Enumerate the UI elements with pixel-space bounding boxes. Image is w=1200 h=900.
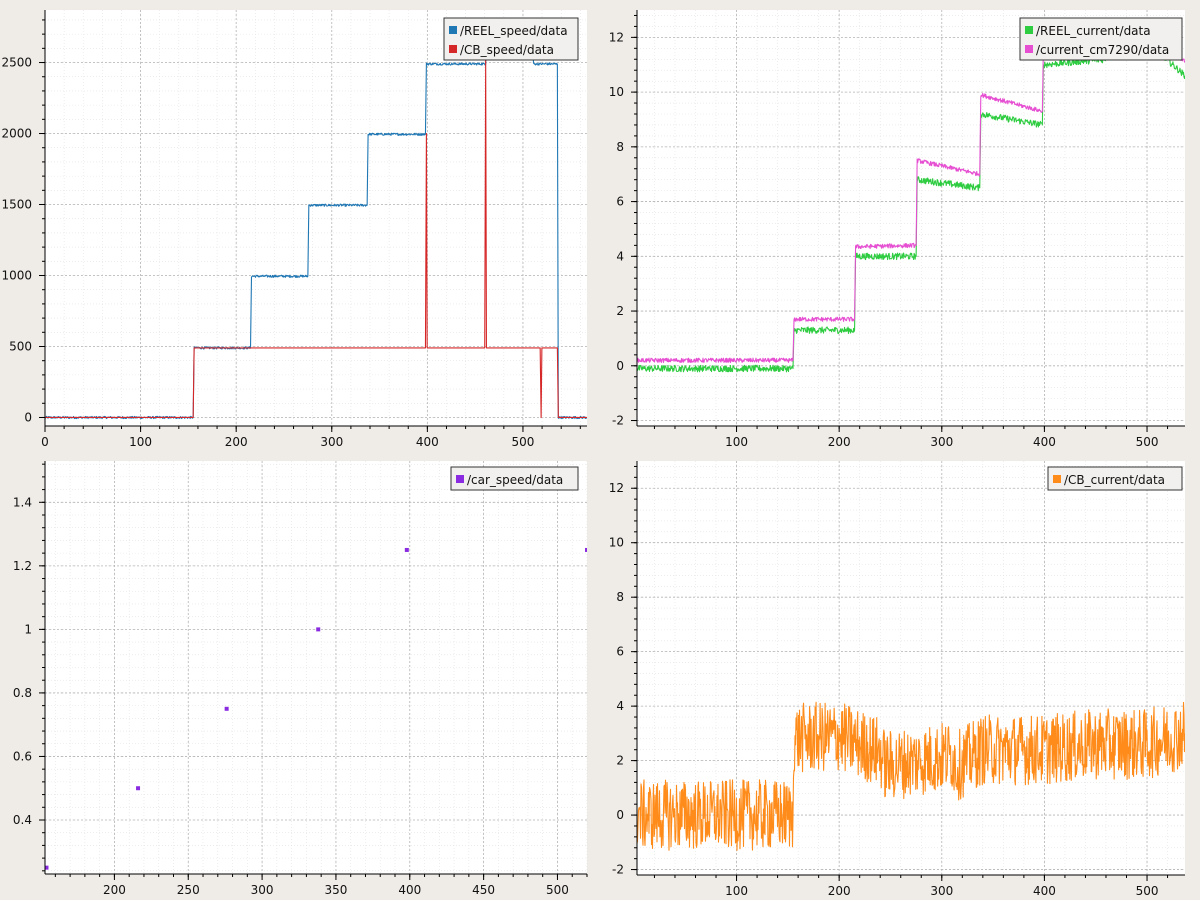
plot-background [637,461,1185,875]
series-line[interactable] [637,701,1185,851]
x-tick-label: 250 [177,883,200,897]
plot-background [45,10,587,426]
y-tick-label: 10 [609,536,624,550]
x-tick-label: 100 [129,435,152,449]
x-tick-label: 300 [320,435,343,449]
y-tick-label: 2000 [1,127,32,141]
x-tick-label: 350 [324,883,347,897]
x-tick-label: 100 [725,884,748,898]
y-tick-label: 8 [616,140,624,154]
major-grid [637,10,1185,426]
series-line[interactable] [45,59,587,419]
legend[interactable]: /REEL_speed/data/CB_speed/data [443,17,579,61]
legend-swatch [449,45,457,53]
legend-swatch [449,26,457,34]
y-tick-label: 10 [609,85,624,99]
x-tick-label: 400 [1033,884,1056,898]
y-tick-label: 2500 [1,56,32,70]
x-tick-label: 200 [225,435,248,449]
data-point[interactable] [585,547,589,552]
x-tick-label: 200 [103,883,126,897]
legend-label: /car_speed/data [467,473,563,487]
legend-swatch [1025,45,1033,53]
legend[interactable]: /CB_current/data [1047,466,1183,491]
y-tick-label: 8 [616,590,624,604]
y-tick-label: 0.8 [13,686,32,700]
y-tick-label: 6 [616,195,624,209]
x-tick-label: 400 [398,883,421,897]
legend-label: /current_cm7290/data [1036,43,1169,57]
x-tick-label: 300 [930,435,953,449]
y-tick-label: 500 [9,339,32,353]
legend[interactable]: /car_speed/data [450,466,579,491]
major-grid [45,461,587,874]
x-tick-label: 500 [1136,884,1159,898]
y-tick-label: 4 [616,249,624,263]
y-tick-label: 0.6 [13,749,32,763]
y-tick-label: 1 [24,622,32,636]
y-tick-label: 6 [616,645,624,659]
legend-label: /CB_current/data [1064,473,1165,487]
legend-label: /REEL_speed/data [460,24,568,38]
y-tick-label: 0 [616,359,624,373]
x-tick-label: 100 [725,435,748,449]
y-tick-label: 4 [616,699,624,713]
y-tick-label: 1.4 [13,495,32,509]
legend-swatch [456,475,464,483]
data-point[interactable] [44,865,49,870]
legend-swatch [1053,475,1061,483]
data-point[interactable] [136,786,141,791]
minor-grid [45,461,588,874]
y-tick-label: 1500 [1,198,32,212]
x-tick-label: 0 [41,435,49,449]
y-tick-label: 12 [609,481,624,495]
y-tick-label: 2 [616,304,624,318]
y-tick-label: 0 [616,808,624,822]
x-tick-label: 200 [828,435,851,449]
x-tick-label: 450 [472,883,495,897]
y-tick-label: -2 [612,414,624,428]
x-tick-label: 300 [251,883,274,897]
data-point[interactable] [316,627,321,632]
plot-speed[interactable]: 0 100 200 300 400 500 0 500 1000 1500 2000 2500/REE… [0,0,592,452]
plot-background [637,10,1185,426]
x-tick-label: 500 [1136,435,1159,449]
legend-swatch [1025,26,1033,34]
x-tick-label: 400 [1033,435,1056,449]
x-tick-label: 500 [512,435,535,449]
legend[interactable]: /REEL_current/data/current_cm7290/data [1019,17,1183,61]
x-tick-label: 400 [416,435,439,449]
y-tick-label: 1.2 [13,559,32,573]
y-tick-label: 0 [24,410,32,424]
data-point[interactable] [224,706,229,711]
y-tick-label: -2 [612,863,624,877]
x-tick-label: 300 [930,884,953,898]
y-tick-label: 12 [609,30,624,44]
legend-label: /REEL_current/data [1036,24,1151,38]
x-tick-label: 200 [828,884,851,898]
y-tick-label: 2 [616,754,624,768]
x-tick-label: 500 [546,883,569,897]
data-point[interactable] [404,547,409,552]
y-tick-label: 1000 [1,269,32,283]
plot-cb-current[interactable]: 100 200 300 400 500 -2 0 2 4 6 8 10 12/CB_current/da… [592,452,1200,900]
plot-current[interactable]: 100 200 300 400 500 -2 0 2 4 6 8 10 12/REEL_current/… [592,0,1200,452]
plot-car-speed[interactable]: 200 250 300 350 400 450 500 0.4 0.6 0.8 1 1.2 1.4/ca… [0,452,592,900]
legend-label: /CB_speed/data [460,43,554,57]
y-tick-label: 0.4 [13,813,32,827]
